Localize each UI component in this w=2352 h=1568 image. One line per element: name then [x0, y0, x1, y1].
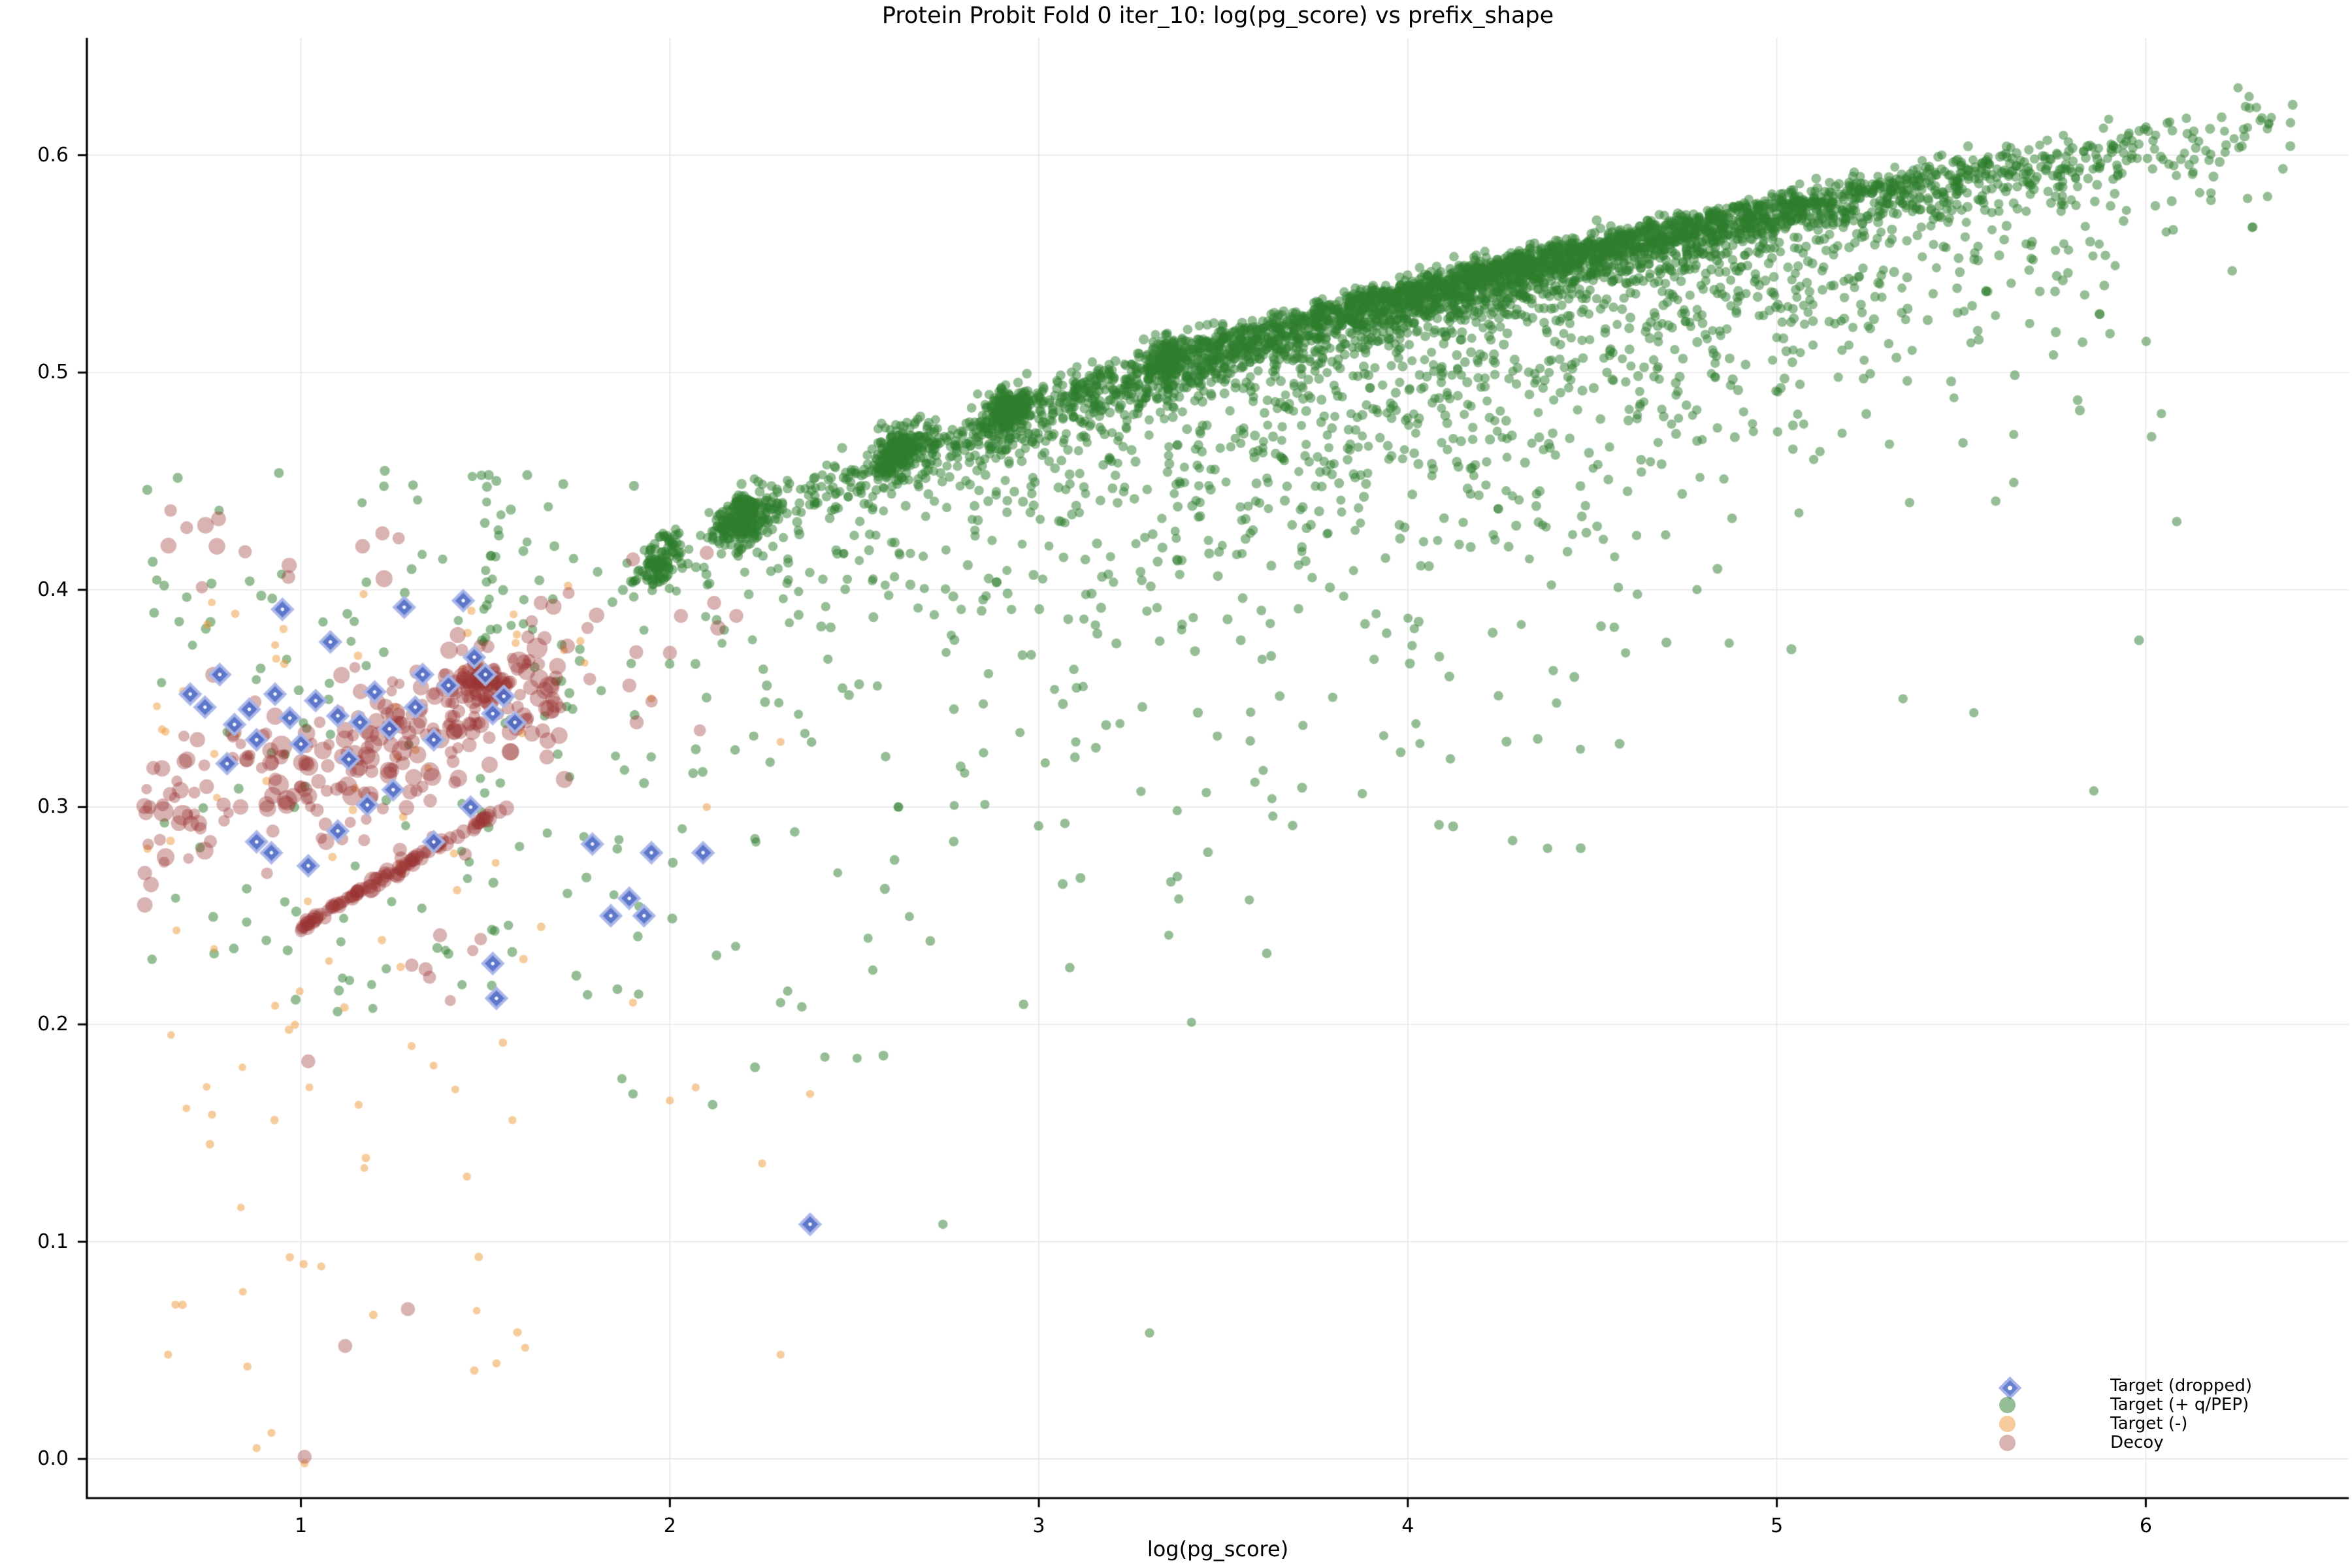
x-tick-label: 1: [295, 1514, 308, 1537]
legend-label: Target (+ q/PEP): [2110, 1395, 2249, 1414]
y-tick-label: 0.2: [37, 1012, 69, 1036]
x-tick-label: 4: [1401, 1514, 1414, 1537]
legend-label: Target (-): [2110, 1414, 2188, 1433]
x-tick-label: 3: [1032, 1514, 1045, 1537]
x-axis-label: log(pg_score): [1147, 1537, 1289, 1561]
legend-item: Target (dropped): [1994, 1376, 2347, 1400]
y-tick-label: 0.0: [37, 1447, 69, 1471]
y-tick-label: 0.6: [37, 143, 69, 167]
legend-circle-marker-icon: [1999, 1397, 2016, 1413]
legend-circle-marker-icon: [1999, 1435, 2016, 1451]
legend-circle-marker-icon: [1999, 1416, 2016, 1432]
legend-label: Decoy: [2110, 1433, 2164, 1452]
chart-title: Protein Probit Fold 0 iter_10: log(pg_sc…: [881, 3, 1554, 29]
y-tick-label: 0.4: [37, 578, 69, 601]
x-tick-label: 6: [2139, 1514, 2152, 1537]
legend-item: Target (+ q/PEP): [1994, 1395, 2347, 1414]
x-tick-label: 2: [663, 1514, 676, 1537]
legend-item: Decoy: [1994, 1433, 2347, 1452]
legend-item: Target (-): [1994, 1414, 2347, 1433]
y-tick-label: 0.3: [37, 795, 69, 819]
x-tick-label: 5: [1771, 1514, 1784, 1537]
y-tick-label: 0.1: [37, 1230, 69, 1253]
legend-label: Target (dropped): [2110, 1376, 2253, 1396]
y-tick-label: 0.5: [37, 361, 69, 384]
